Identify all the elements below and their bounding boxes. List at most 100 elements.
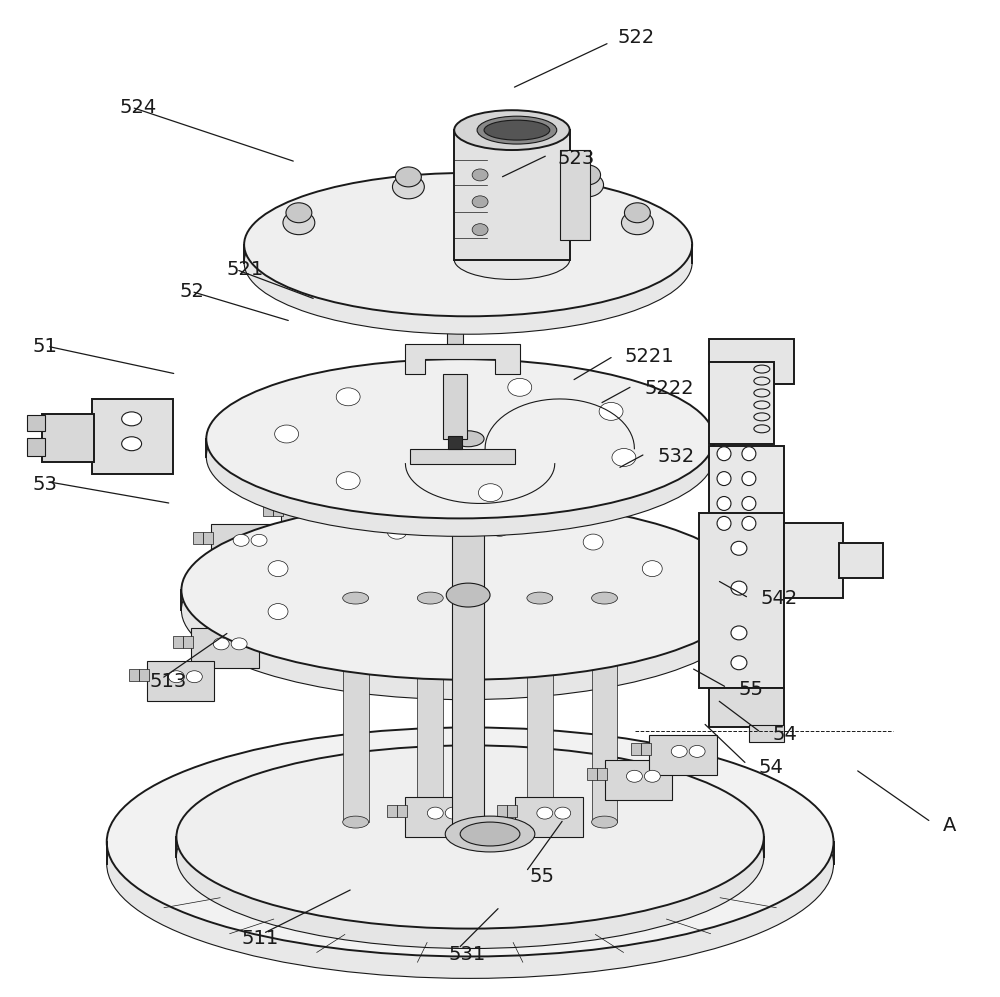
Ellipse shape xyxy=(537,808,553,820)
Ellipse shape xyxy=(626,771,642,783)
Ellipse shape xyxy=(387,523,407,539)
Bar xyxy=(527,598,553,823)
Text: A: A xyxy=(943,816,956,834)
Ellipse shape xyxy=(176,746,764,928)
Ellipse shape xyxy=(231,638,247,650)
Polygon shape xyxy=(147,661,214,701)
Ellipse shape xyxy=(206,359,714,518)
Bar xyxy=(587,769,597,781)
Polygon shape xyxy=(405,344,520,374)
Text: 5221: 5221 xyxy=(624,347,674,366)
Text: 511: 511 xyxy=(241,929,278,948)
Polygon shape xyxy=(649,736,717,776)
Ellipse shape xyxy=(671,746,687,758)
Ellipse shape xyxy=(213,638,229,650)
Ellipse shape xyxy=(583,534,603,550)
Ellipse shape xyxy=(642,560,662,576)
Ellipse shape xyxy=(592,817,617,829)
Bar xyxy=(631,744,641,756)
Text: 531: 531 xyxy=(448,945,485,964)
Bar xyxy=(709,362,774,444)
Text: 52: 52 xyxy=(179,282,204,301)
Ellipse shape xyxy=(717,497,731,510)
Bar xyxy=(839,543,883,578)
Bar xyxy=(263,504,273,516)
Ellipse shape xyxy=(452,431,484,447)
Ellipse shape xyxy=(527,592,553,604)
Ellipse shape xyxy=(478,484,502,501)
Bar xyxy=(42,414,94,462)
Bar xyxy=(709,446,784,533)
Text: 5222: 5222 xyxy=(644,380,694,399)
Ellipse shape xyxy=(336,388,360,406)
Ellipse shape xyxy=(490,520,510,536)
Bar xyxy=(448,436,462,449)
Bar xyxy=(273,504,283,516)
Ellipse shape xyxy=(472,223,488,235)
Text: 51: 51 xyxy=(32,337,57,356)
Ellipse shape xyxy=(460,823,520,846)
Ellipse shape xyxy=(555,808,571,820)
Ellipse shape xyxy=(206,377,714,536)
Ellipse shape xyxy=(286,202,312,222)
Ellipse shape xyxy=(484,121,550,141)
Ellipse shape xyxy=(251,534,267,546)
Ellipse shape xyxy=(689,746,705,758)
Text: 54: 54 xyxy=(773,725,798,744)
Ellipse shape xyxy=(417,817,443,829)
Ellipse shape xyxy=(343,817,369,829)
Ellipse shape xyxy=(592,592,617,604)
Ellipse shape xyxy=(427,808,443,820)
Ellipse shape xyxy=(445,817,535,852)
Bar xyxy=(497,806,507,818)
Bar xyxy=(592,598,617,823)
Polygon shape xyxy=(410,449,515,464)
Bar xyxy=(507,806,517,818)
Ellipse shape xyxy=(599,403,623,421)
Ellipse shape xyxy=(395,166,421,186)
Polygon shape xyxy=(515,798,583,837)
Text: 54: 54 xyxy=(759,758,784,777)
Ellipse shape xyxy=(268,603,288,619)
Ellipse shape xyxy=(742,516,756,530)
Ellipse shape xyxy=(176,766,764,948)
Bar xyxy=(397,806,407,818)
Bar xyxy=(387,806,397,818)
Bar xyxy=(27,415,45,431)
Polygon shape xyxy=(191,628,259,668)
Bar xyxy=(203,532,213,544)
Bar xyxy=(597,769,607,781)
Text: 55: 55 xyxy=(530,867,555,886)
Text: 513: 513 xyxy=(150,672,187,691)
Ellipse shape xyxy=(186,671,202,683)
Ellipse shape xyxy=(621,210,653,234)
Ellipse shape xyxy=(417,592,443,604)
Bar xyxy=(129,669,139,681)
Bar xyxy=(447,224,463,344)
Ellipse shape xyxy=(742,472,756,486)
Polygon shape xyxy=(605,761,672,801)
Ellipse shape xyxy=(575,165,601,184)
Ellipse shape xyxy=(122,437,142,451)
Ellipse shape xyxy=(446,583,490,607)
Text: 542: 542 xyxy=(761,588,798,607)
Bar xyxy=(749,725,784,743)
Ellipse shape xyxy=(472,195,488,207)
Ellipse shape xyxy=(392,174,424,198)
Ellipse shape xyxy=(283,210,315,234)
Bar xyxy=(183,636,193,648)
Ellipse shape xyxy=(472,168,488,180)
Text: 53: 53 xyxy=(32,475,57,495)
Ellipse shape xyxy=(454,111,570,150)
Ellipse shape xyxy=(731,541,747,555)
Ellipse shape xyxy=(244,172,692,316)
Text: 522: 522 xyxy=(617,28,655,47)
Bar xyxy=(560,150,590,239)
Ellipse shape xyxy=(107,728,834,956)
Ellipse shape xyxy=(181,500,749,680)
Ellipse shape xyxy=(644,771,660,783)
Text: 521: 521 xyxy=(226,260,263,279)
Ellipse shape xyxy=(454,239,570,279)
Ellipse shape xyxy=(168,671,184,683)
Ellipse shape xyxy=(107,750,834,978)
